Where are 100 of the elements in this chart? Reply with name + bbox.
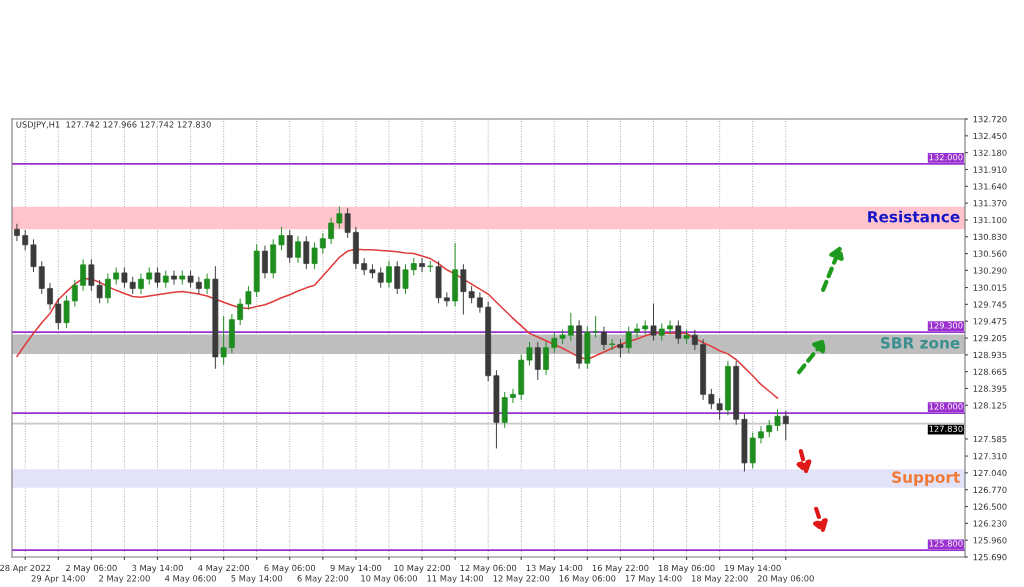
candlestick xyxy=(609,339,616,351)
band-label: Support xyxy=(892,471,960,486)
x-tick-label: 9 May 14:00 xyxy=(330,564,382,573)
x-tick-label: 4 May 06:00 xyxy=(165,575,216,584)
y-tick-label: 130.830 xyxy=(973,233,1007,241)
x-tick-label: 20 May 06:00 xyxy=(757,575,814,584)
candlestick xyxy=(237,298,244,326)
candlestick xyxy=(30,239,37,273)
candlestick xyxy=(22,230,29,251)
y-tick-label: 131.100 xyxy=(973,216,1007,224)
y-tick-label: 132.450 xyxy=(973,132,1007,140)
candlestick xyxy=(667,320,673,335)
y-tick-label: 127.040 xyxy=(973,469,1007,477)
x-tick-label: 4 May 22:00 xyxy=(198,564,249,573)
y-tick-label: 126.230 xyxy=(973,520,1007,527)
candlestick xyxy=(782,410,789,441)
y-tick-label: 128.665 xyxy=(973,368,1007,375)
candlestick xyxy=(204,273,211,294)
candlestick xyxy=(510,388,516,403)
candlestick xyxy=(55,298,62,330)
candlestick xyxy=(14,223,20,241)
candlestick xyxy=(138,273,144,294)
x-tick-label: 10 May 06:00 xyxy=(361,575,417,584)
y-tick-label: 127.310 xyxy=(973,453,1007,460)
candlestick xyxy=(567,312,574,341)
x-tick-label: 17 May 14:00 xyxy=(625,575,682,584)
ref-line-label: 129.300 xyxy=(929,322,963,329)
candlestick xyxy=(171,270,177,285)
annotation: USDJPY,H1 127.742 127.966 127.742 127.830 xyxy=(16,121,211,130)
line-series xyxy=(16,248,779,399)
y-tick-label: 131.640 xyxy=(973,183,1007,190)
candlestick xyxy=(600,326,607,351)
candlestick xyxy=(220,316,227,365)
candlestick xyxy=(319,233,326,254)
ref-line-label: 132.000 xyxy=(929,154,963,161)
candlestick xyxy=(63,295,70,329)
x-tick-label: 6 May 06:00 xyxy=(264,564,316,573)
x-tick-label: 3 May 14:00 xyxy=(132,564,183,573)
candlestick xyxy=(650,303,657,341)
candlestick xyxy=(394,261,401,294)
x-tick-label: 29 Apr 14:00 xyxy=(31,575,85,584)
candlestick xyxy=(80,259,87,291)
y-tick-label: 130.290 xyxy=(973,267,1007,274)
x-tick-label: 11 May 14:00 xyxy=(427,575,484,584)
candlestick xyxy=(419,258,425,273)
candlestick xyxy=(758,426,764,444)
y-tick-label: 131.910 xyxy=(973,166,1007,173)
candlestick xyxy=(534,342,541,380)
y-tick-label: 125.960 xyxy=(973,537,1007,544)
y-tick-label: 128.935 xyxy=(973,351,1007,359)
y-tick-label: 130.015 xyxy=(973,284,1007,291)
candlestick xyxy=(543,342,549,375)
y-tick-label: 128.125 xyxy=(973,402,1007,409)
x-tick-label: 12 May 22:00 xyxy=(493,575,550,584)
candlestick xyxy=(386,261,392,288)
candlestick xyxy=(526,342,533,366)
candlestick xyxy=(303,236,310,270)
ref-line-label: 128.000 xyxy=(929,403,963,410)
candlestick xyxy=(774,409,781,432)
x-tick-label: 6 May 22:00 xyxy=(297,575,349,584)
candlestick xyxy=(286,230,293,263)
x-tick-label: 12 May 06:00 xyxy=(460,564,517,573)
x-tick-label: 16 May 22:00 xyxy=(592,564,649,573)
candlestick xyxy=(71,279,78,307)
y-tick-label: 132.180 xyxy=(973,149,1007,156)
x-tick-label: 5 May 14:00 xyxy=(231,575,283,584)
y-tick-label: 129.205 xyxy=(973,334,1007,342)
candlestick xyxy=(476,292,483,313)
ref-line-label: 127.830 xyxy=(929,425,963,432)
candlestick xyxy=(295,236,301,263)
y-tick-label: 126.770 xyxy=(973,486,1007,493)
candlestick xyxy=(344,208,351,238)
y-tick-label: 129.745 xyxy=(973,301,1007,308)
y-tick-label: 129.475 xyxy=(973,318,1007,325)
x-tick-label: 2 May 06:00 xyxy=(66,564,117,573)
band-label: Resistance xyxy=(868,210,960,223)
x-tick-label: 13 May 14:00 xyxy=(526,564,583,573)
candlestick xyxy=(104,273,111,304)
candlestick xyxy=(336,206,343,229)
candlestick xyxy=(675,320,682,344)
candlestick xyxy=(402,264,409,294)
candlestick xyxy=(38,261,45,294)
candlestick xyxy=(691,329,698,351)
y-tick-label: 125.690 xyxy=(973,553,1007,561)
y-tick-label: 130.560 xyxy=(973,250,1007,257)
candlestick xyxy=(427,261,434,273)
x-tick-label: 10 May 22:00 xyxy=(394,564,451,573)
candlestick xyxy=(47,282,53,310)
candlestick xyxy=(154,267,161,288)
y-tick-label: 127.585 xyxy=(973,435,1007,443)
x-tick-label: 18 May 22:00 xyxy=(691,575,748,584)
band-label: SBR zone xyxy=(880,337,960,349)
y-tick-label: 132.720 xyxy=(973,115,1007,123)
candlestick xyxy=(625,326,632,354)
x-tick-label: 18 May 06:00 xyxy=(658,564,715,573)
x-tick-label: 28 Apr 2022 xyxy=(0,564,51,573)
x-tick-label: 16 May 06:00 xyxy=(559,575,616,584)
y-tick-label: 128.395 xyxy=(973,385,1007,392)
candlestick xyxy=(634,323,640,338)
candlestick xyxy=(328,217,335,245)
